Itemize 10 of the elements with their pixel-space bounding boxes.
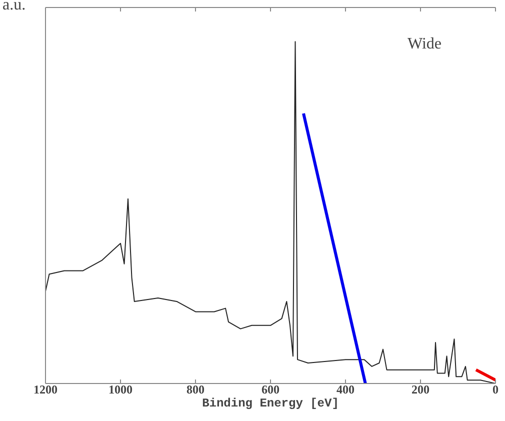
x-tick-label: 400 <box>336 382 354 396</box>
annotation: Wide <box>408 36 442 52</box>
x-tick-label: 1200 <box>34 382 58 396</box>
x-tick-label: 0 <box>492 382 498 396</box>
x-tick-label: 600 <box>262 382 280 396</box>
x-tick-label: 200 <box>412 382 430 396</box>
y-axis-title: a.u. <box>2 0 26 14</box>
x-tick-label: 1000 <box>108 382 132 396</box>
x-axis-title: Binding Energy [eV] <box>202 396 339 410</box>
x-tick-label: 800 <box>186 382 204 396</box>
